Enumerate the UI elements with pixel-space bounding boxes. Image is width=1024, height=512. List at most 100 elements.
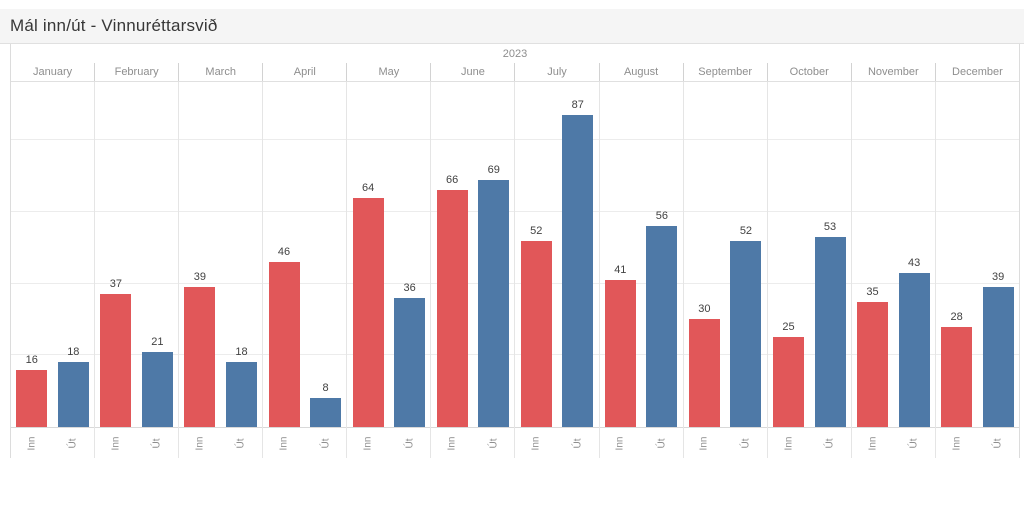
bar-axis-labels-august: Inn Út bbox=[599, 427, 683, 458]
plot-area: 16 18 Inn Út 37 21 Inn Út 39 18 Inn Út 46 8 Inn Út 64 36 I… bbox=[11, 82, 1019, 458]
bar-axis-labels-february: Inn Út bbox=[95, 427, 179, 458]
axis-label-cell: Út bbox=[893, 428, 935, 458]
axis-label-cell: Út bbox=[221, 428, 263, 458]
bars-march: 39 18 bbox=[179, 82, 262, 427]
bar-chart: 2023 January February March April May June Jul… bbox=[10, 44, 1020, 458]
bar-axis-labels-november: Inn Út bbox=[851, 427, 935, 458]
column-october: 25 53 Inn Út bbox=[767, 82, 852, 458]
bar-út-december[interactable] bbox=[982, 287, 1014, 427]
axis-label-cell: Inn bbox=[768, 428, 810, 458]
axis-label-cell: Út bbox=[53, 428, 95, 458]
column-june: 66 69 Inn Út bbox=[431, 82, 516, 458]
bar-út-may[interactable] bbox=[394, 298, 426, 427]
month-header-september: September bbox=[684, 63, 768, 81]
month-header-label: March bbox=[205, 66, 236, 78]
axis-label-inn: Inn bbox=[951, 436, 963, 450]
bar-inn-march[interactable] bbox=[184, 287, 216, 427]
bar-cell: 53 bbox=[809, 221, 851, 427]
bar-cell: 41 bbox=[600, 264, 642, 427]
bar-út-january[interactable] bbox=[57, 362, 89, 427]
bar-út-june[interactable] bbox=[478, 180, 510, 427]
axis-label-cell: Út bbox=[305, 428, 347, 458]
value-label: 16 bbox=[25, 354, 38, 366]
month-header-label: October bbox=[789, 66, 829, 78]
bar-út-july[interactable] bbox=[562, 115, 594, 427]
bars-august: 41 56 bbox=[600, 82, 683, 427]
axis-label-cell: Inn bbox=[515, 428, 557, 458]
axis-label-inn: Inn bbox=[867, 436, 879, 450]
bar-út-october[interactable] bbox=[814, 237, 846, 427]
axis-label-cell: Inn bbox=[600, 428, 642, 458]
bar-inn-august[interactable] bbox=[604, 280, 636, 427]
bar-cell: 36 bbox=[389, 282, 431, 427]
month-header-label: September bbox=[698, 66, 753, 78]
column-september: 30 52 Inn Út bbox=[683, 82, 768, 458]
bar-cell: 46 bbox=[263, 246, 305, 427]
bar-inn-october[interactable] bbox=[772, 337, 804, 427]
axis-label-cell: Inn bbox=[936, 428, 978, 458]
value-label: 30 bbox=[698, 303, 711, 315]
bar-út-april[interactable] bbox=[310, 398, 342, 427]
bar-cell: 8 bbox=[305, 382, 347, 427]
bar-inn-november[interactable] bbox=[857, 302, 889, 427]
bar-inn-april[interactable] bbox=[268, 262, 300, 427]
bar-inn-july[interactable] bbox=[520, 241, 552, 427]
axis-label-út: Út bbox=[740, 438, 752, 448]
bar-axis-labels-march: Inn Út bbox=[179, 427, 263, 458]
month-header-october: October bbox=[768, 63, 852, 81]
axis-label-inn: Inn bbox=[446, 436, 458, 450]
axis-label-cell: Út bbox=[641, 428, 683, 458]
column-march: 39 18 Inn Út bbox=[179, 82, 264, 458]
bar-axis-labels-december: Inn Út bbox=[935, 427, 1019, 458]
column-july: 52 87 Inn Út bbox=[515, 82, 600, 458]
bars-january: 16 18 bbox=[11, 82, 94, 427]
bar-cell: 21 bbox=[137, 336, 179, 427]
year-label: 2023 bbox=[502, 47, 528, 60]
axis-label-út: Út bbox=[572, 438, 584, 448]
bar-inn-february[interactable] bbox=[100, 294, 132, 427]
bar-axis-labels-may: Inn Út bbox=[347, 427, 431, 458]
axis-label-út: Út bbox=[908, 438, 920, 448]
bar-inn-june[interactable] bbox=[436, 190, 468, 427]
axis-label-cell: Út bbox=[977, 428, 1019, 458]
month-header-label: November bbox=[867, 66, 919, 78]
month-header-may: May bbox=[347, 63, 432, 81]
value-label: 41 bbox=[614, 264, 627, 276]
bar-inn-december[interactable] bbox=[941, 327, 973, 427]
value-label: 53 bbox=[823, 221, 837, 233]
axis-label-cell: Inn bbox=[431, 428, 473, 458]
bars-june: 66 69 bbox=[431, 82, 514, 427]
bar-út-august[interactable] bbox=[646, 226, 678, 427]
bar-út-september[interactable] bbox=[730, 241, 762, 427]
bar-cell: 43 bbox=[893, 257, 935, 427]
bars-april: 46 8 bbox=[263, 82, 346, 427]
value-label: 37 bbox=[109, 278, 122, 290]
axis-label-út: Út bbox=[235, 438, 247, 448]
bar-cell: 30 bbox=[684, 303, 726, 427]
year-header: 2023 bbox=[11, 44, 1019, 63]
value-label: 18 bbox=[235, 346, 248, 358]
bar-út-november[interactable] bbox=[898, 273, 930, 427]
axis-label-cell: Inn bbox=[95, 428, 137, 458]
bars-may: 64 36 bbox=[347, 82, 430, 427]
bar-út-february[interactable] bbox=[141, 352, 173, 427]
bar-cell: 87 bbox=[557, 99, 599, 427]
bars-november: 35 43 bbox=[852, 82, 935, 427]
axis-label-inn: Inn bbox=[110, 436, 122, 450]
bar-axis-labels-september: Inn Út bbox=[683, 427, 767, 458]
bar-inn-may[interactable] bbox=[352, 198, 384, 427]
month-columns: 16 18 Inn Út 37 21 Inn Út 39 18 Inn Út 46 8 Inn Út 64 36 I… bbox=[11, 82, 1019, 458]
axis-label-inn: Inn bbox=[614, 436, 626, 450]
axis-label-inn: Inn bbox=[278, 436, 290, 450]
bars-december: 28 39 bbox=[936, 82, 1019, 427]
bar-inn-september[interactable] bbox=[688, 319, 720, 427]
bar-inn-january[interactable] bbox=[16, 370, 48, 427]
bar-cell: 56 bbox=[641, 210, 683, 427]
bar-út-march[interactable] bbox=[225, 362, 257, 427]
value-label: 52 bbox=[739, 225, 753, 237]
bar-cell: 16 bbox=[11, 354, 53, 427]
axis-label-cell: Inn bbox=[179, 428, 221, 458]
bars-october: 25 53 bbox=[768, 82, 851, 427]
month-header-label: January bbox=[32, 66, 73, 78]
bars-september: 30 52 bbox=[684, 82, 767, 427]
